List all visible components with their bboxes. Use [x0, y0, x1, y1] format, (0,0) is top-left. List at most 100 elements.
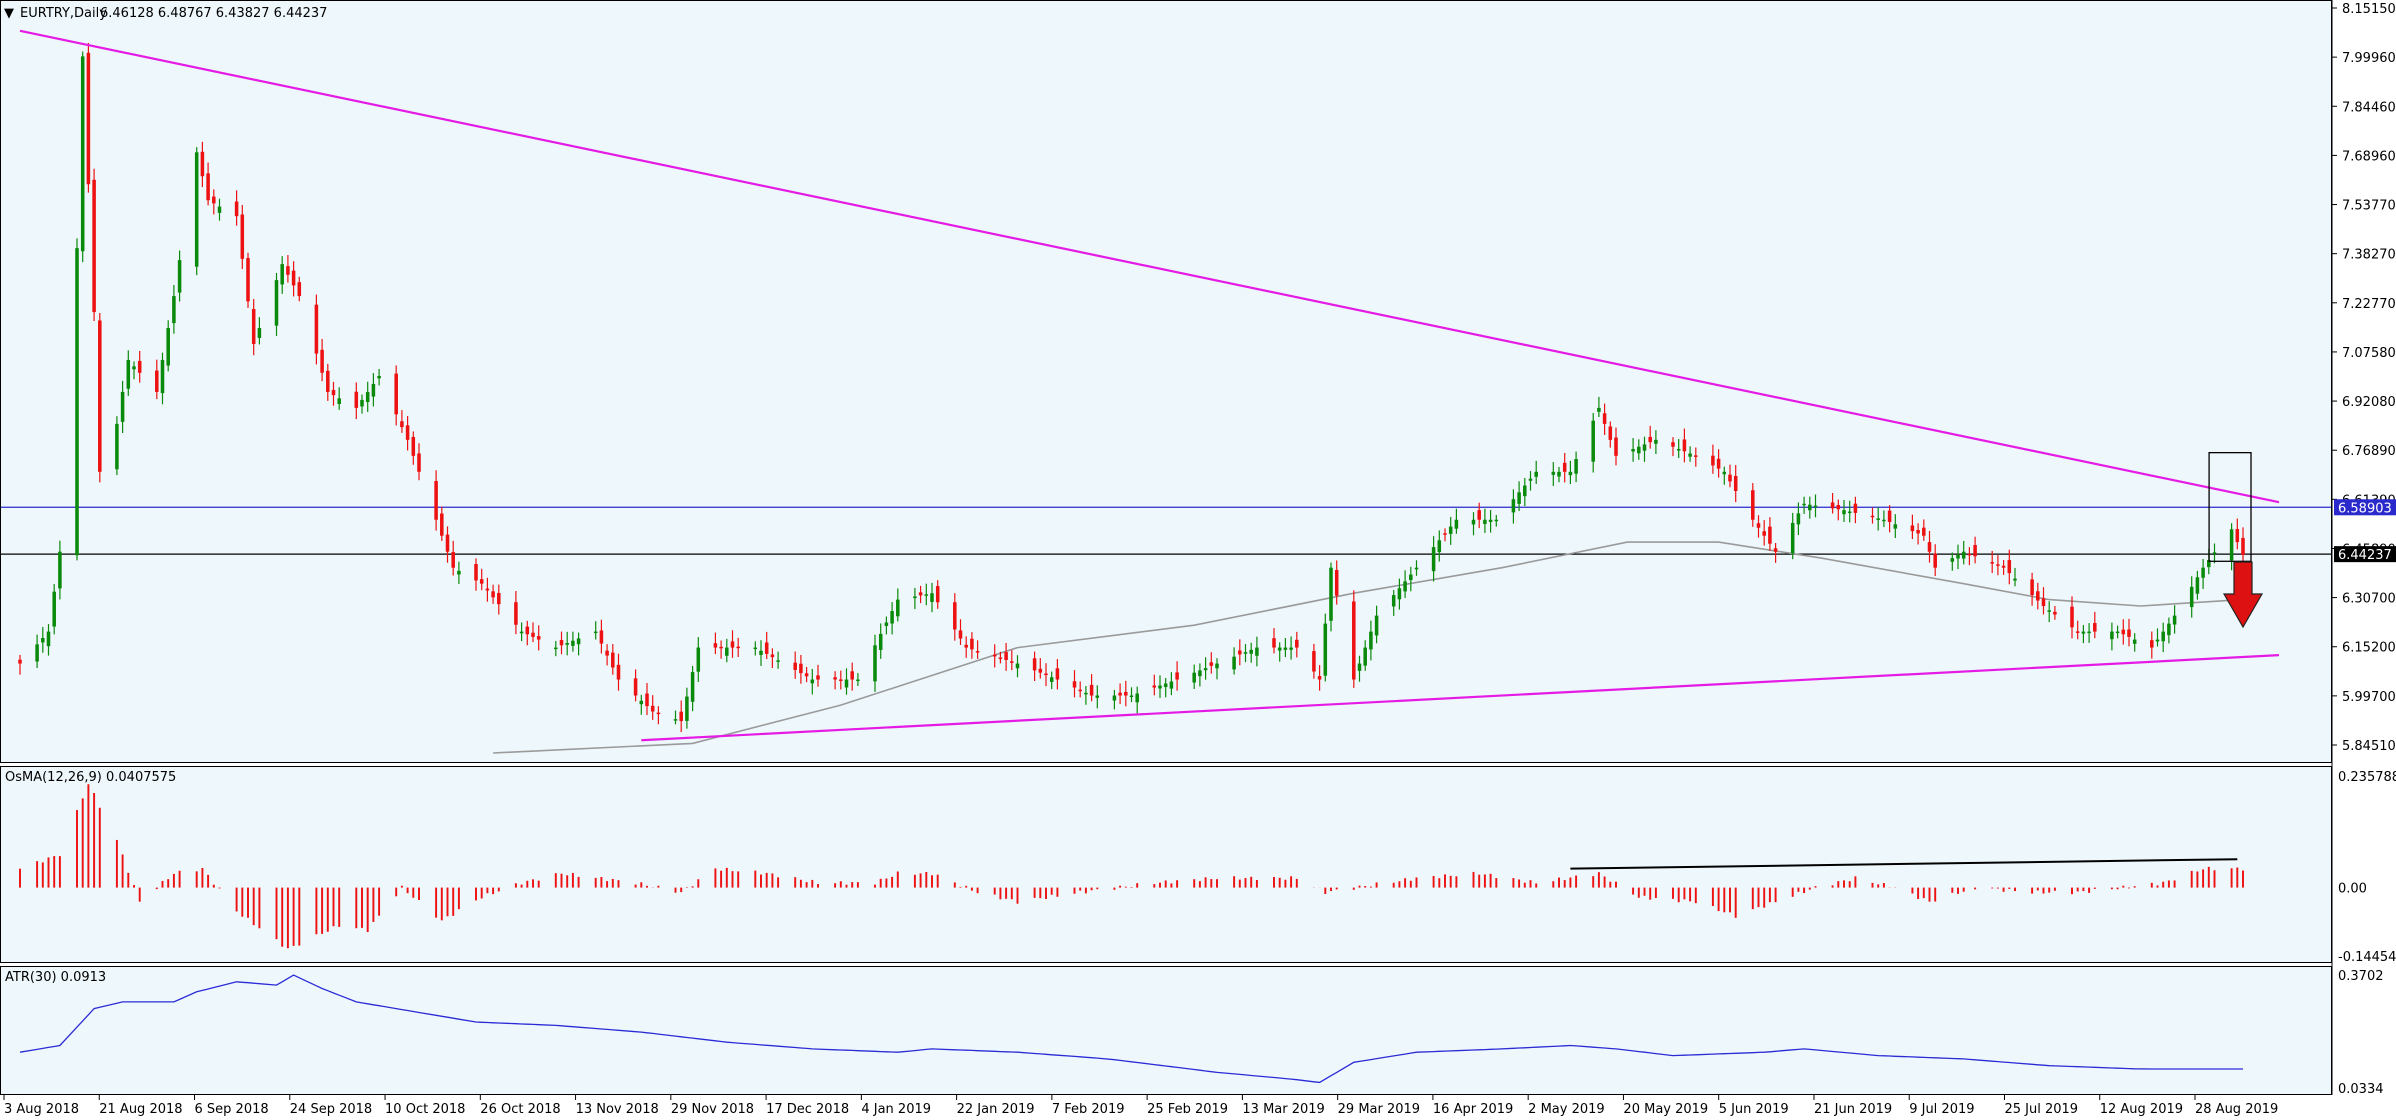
- candle-body: [1648, 436, 1652, 443]
- candle-body: [485, 588, 490, 591]
- candle-body: [1876, 518, 1880, 520]
- candle-body: [417, 453, 421, 472]
- candle-body: [2189, 586, 2194, 608]
- candle-body: [873, 645, 877, 682]
- down-arrow-icon: [2222, 561, 2264, 629]
- candle-body: [1374, 615, 1379, 636]
- candle-body: [314, 304, 319, 354]
- price-panel[interactable]: [0, 0, 2332, 763]
- candle-body: [98, 320, 102, 472]
- candle-body: [92, 179, 96, 313]
- candle-body: [1175, 672, 1179, 680]
- candle-body: [793, 662, 797, 670]
- candle-body: [1728, 474, 1732, 482]
- candle-body: [52, 591, 56, 627]
- candle-body: [2115, 631, 2120, 634]
- date-tick-label: 28 Aug 2019: [2195, 1102, 2278, 1117]
- date-tick-label: 26 Oct 2018: [480, 1102, 560, 1117]
- candle-body: [411, 436, 416, 456]
- candle-body: [616, 664, 621, 680]
- candle-body: [514, 602, 518, 625]
- candle-body: [1283, 647, 1288, 650]
- candle-body: [804, 673, 809, 677]
- candle-body: [280, 264, 284, 285]
- candle-body: [137, 360, 142, 373]
- candle-body: [1158, 685, 1162, 689]
- candle-body: [1044, 673, 1048, 676]
- candle-body: [1568, 471, 1573, 476]
- candle-body: [611, 652, 615, 668]
- price-tick-label: 5.99700: [2342, 690, 2396, 705]
- candle-body: [2075, 631, 2080, 633]
- candle-body: [291, 270, 296, 286]
- candle-body: [992, 654, 997, 657]
- candle-body: [1471, 519, 1476, 525]
- candle-body: [1534, 471, 1538, 477]
- candle-body: [2030, 579, 2034, 596]
- candle-body: [1682, 439, 1687, 452]
- candle-body: [1243, 652, 1248, 654]
- candle-body: [1836, 504, 1841, 510]
- candle-body: [1830, 502, 1835, 509]
- candle-body: [1574, 459, 1578, 474]
- candle-body: [166, 328, 170, 366]
- date-tick-label: 6 Sep 2018: [195, 1102, 269, 1117]
- candle-body: [576, 638, 581, 645]
- candle-body: [1215, 663, 1219, 669]
- candle-body: [565, 643, 569, 645]
- candle-body: [1049, 677, 1054, 682]
- candle-body: [1642, 444, 1647, 451]
- candle-body: [2229, 529, 2234, 561]
- candle-body: [1129, 695, 1134, 698]
- candle-body: [2195, 577, 2200, 594]
- candle-body: [1010, 661, 1014, 663]
- candle-body: [2087, 631, 2091, 634]
- candle-body: [930, 593, 934, 602]
- candle-body: [35, 644, 39, 662]
- price-tick-label: 6.15200: [2342, 641, 2396, 656]
- candle-body: [360, 399, 364, 407]
- candle-body: [1363, 647, 1367, 666]
- candle-body: [1198, 670, 1202, 677]
- candle-body: [2053, 611, 2057, 615]
- candle-body: [1716, 458, 1721, 469]
- candle-body: [1317, 676, 1322, 680]
- price-tick-label: 6.76890: [2342, 444, 2396, 459]
- osma-panel[interactable]: [0, 766, 2332, 963]
- osma-tick-label: 0.00: [2338, 882, 2367, 897]
- price-tick-label: 7.22770: [2342, 297, 2396, 312]
- candle-body: [1015, 663, 1020, 669]
- price-tick-label: 7.07580: [2342, 346, 2396, 361]
- candle-body: [479, 579, 484, 584]
- date-tick-label: 25 Jul 2019: [2004, 1102, 2078, 1117]
- symbol-menu-icon[interactable]: ▼: [4, 6, 14, 21]
- candle-body: [776, 660, 780, 662]
- candle-body: [1409, 574, 1413, 581]
- candle-body: [1813, 505, 1818, 508]
- candle-body: [451, 551, 455, 568]
- candle-body: [1956, 554, 1960, 559]
- candle-body: [924, 594, 929, 596]
- candle-body: [2161, 631, 2165, 642]
- candle-body: [1038, 668, 1043, 673]
- candle-body: [1095, 695, 1100, 698]
- candle-body: [1249, 649, 1253, 654]
- candle-body: [286, 266, 290, 275]
- candle-body: [1893, 524, 1898, 529]
- highlight-box: [2208, 451, 2252, 562]
- chart-symbol-title: EURTRY,Daily: [20, 6, 107, 21]
- candle-body: [2155, 639, 2160, 642]
- candle-body: [1608, 426, 1613, 440]
- candle-body: [41, 637, 45, 643]
- candle-body: [1916, 530, 1920, 534]
- atr-panel[interactable]: [0, 966, 2332, 1095]
- candle-body: [297, 282, 302, 297]
- candle-body: [1163, 683, 1168, 688]
- candle-body: [18, 659, 22, 664]
- candle-body: [491, 591, 495, 598]
- candle-body: [599, 630, 604, 644]
- candle-body: [725, 647, 729, 656]
- candle-body: [1414, 567, 1419, 570]
- candle-body: [593, 631, 598, 634]
